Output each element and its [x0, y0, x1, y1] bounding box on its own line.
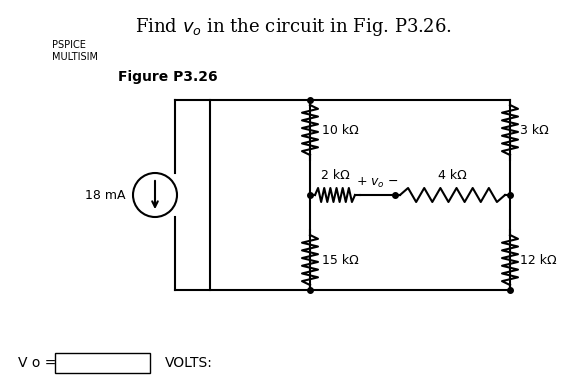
Text: Find $v_o$ in the circuit in Fig. P3.26.: Find $v_o$ in the circuit in Fig. P3.26. [134, 16, 451, 38]
Text: 2 kΩ: 2 kΩ [321, 169, 349, 182]
Text: + $v_o$ $-$: + $v_o$ $-$ [356, 176, 399, 190]
Text: PSPICE: PSPICE [52, 40, 86, 50]
Text: 3 kΩ: 3 kΩ [520, 124, 549, 137]
Text: VOLTS:: VOLTS: [165, 356, 213, 370]
Text: V o =: V o = [18, 356, 56, 370]
Bar [210, 100, 510, 290]
Text: 10 kΩ: 10 kΩ [322, 124, 359, 137]
Text: 12 kΩ: 12 kΩ [520, 253, 556, 266]
Text: 18 mA: 18 mA [85, 189, 125, 201]
Text: 4 kΩ: 4 kΩ [438, 169, 467, 182]
Text: Figure P3.26: Figure P3.26 [118, 70, 218, 84]
FancyBboxPatch shape [55, 353, 150, 373]
Text: MULTISIM: MULTISIM [52, 52, 98, 62]
Text: 15 kΩ: 15 kΩ [322, 253, 359, 266]
